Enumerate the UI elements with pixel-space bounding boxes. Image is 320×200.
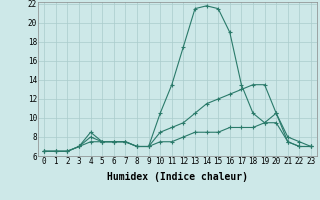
X-axis label: Humidex (Indice chaleur): Humidex (Indice chaleur) — [107, 172, 248, 182]
